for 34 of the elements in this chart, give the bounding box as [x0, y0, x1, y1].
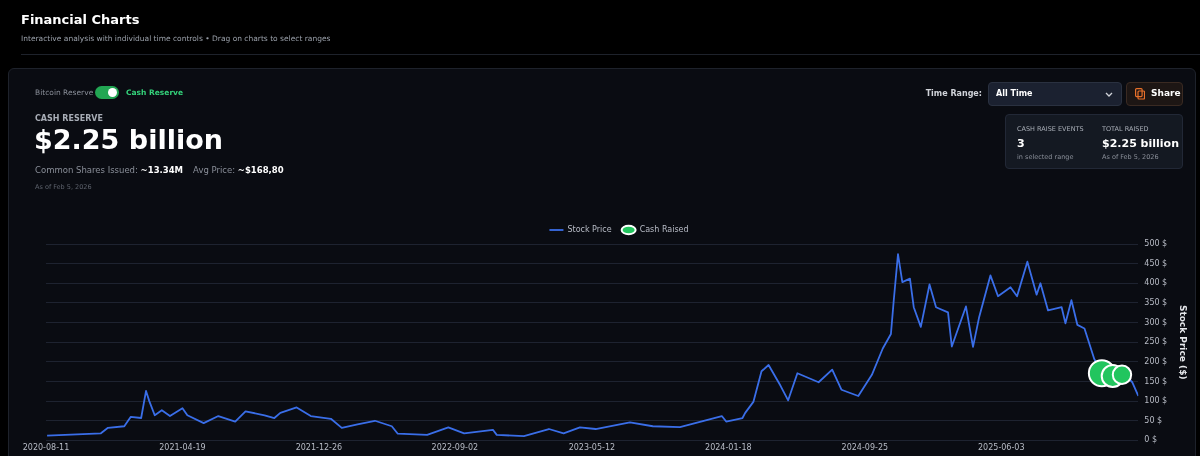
y-tick-label: 250 $ [1144, 337, 1168, 347]
legend-label: Cash Raised [639, 225, 689, 235]
y-tick-label: 0 $ [1144, 435, 1158, 445]
text: Common Shares Issued: [35, 165, 138, 175]
y-tick-label: 400 $ [1144, 278, 1168, 288]
y-tick-label: 350 $ [1144, 298, 1168, 307]
y-tick-label: 150 $ [1144, 376, 1168, 386]
x-tick-label: 2022-09-02 [431, 443, 479, 453]
x-tick-label: 2024-01-18 [705, 443, 752, 453]
y-tick-label: 100 $ [1144, 396, 1168, 406]
x-tick-label: 2023-05-12 [568, 443, 616, 453]
text: $2.25 billion [1102, 137, 1179, 150]
y-tick-label: 200 $ [1144, 356, 1168, 366]
x-tick-label: 2024-09-25 [841, 443, 889, 453]
x-tick-label: 2020-08-11 [22, 443, 70, 453]
text: Share [1151, 88, 1181, 98]
text: All Time [996, 89, 1033, 98]
y-tick-label: 500 $ [1144, 239, 1168, 249]
y-axis-title: Stock Price ($) [1178, 304, 1189, 380]
text: ~13.34M [140, 165, 184, 175]
x-tick-label: 2021-12-26 [295, 443, 343, 453]
text: Time Range: [925, 89, 982, 98]
chart-title: Financial Charts [21, 12, 140, 27]
x-tick-label: 2021-04-19 [159, 443, 206, 453]
text: 3 [1017, 137, 1025, 150]
y-tick-label: 300 $ [1144, 317, 1168, 327]
x-tick-label: 2025-06-03 [978, 443, 1025, 453]
text: CASH RESERVE [35, 114, 103, 123]
text: ~$168,80 [237, 165, 284, 175]
y-tick-label: 450 $ [1144, 258, 1168, 268]
legend-label: Stock Price [567, 225, 612, 235]
text: $2.25 billion [34, 124, 223, 155]
text: Avg Price: [193, 165, 236, 175]
y-tick-label: 50 $ [1144, 415, 1163, 425]
